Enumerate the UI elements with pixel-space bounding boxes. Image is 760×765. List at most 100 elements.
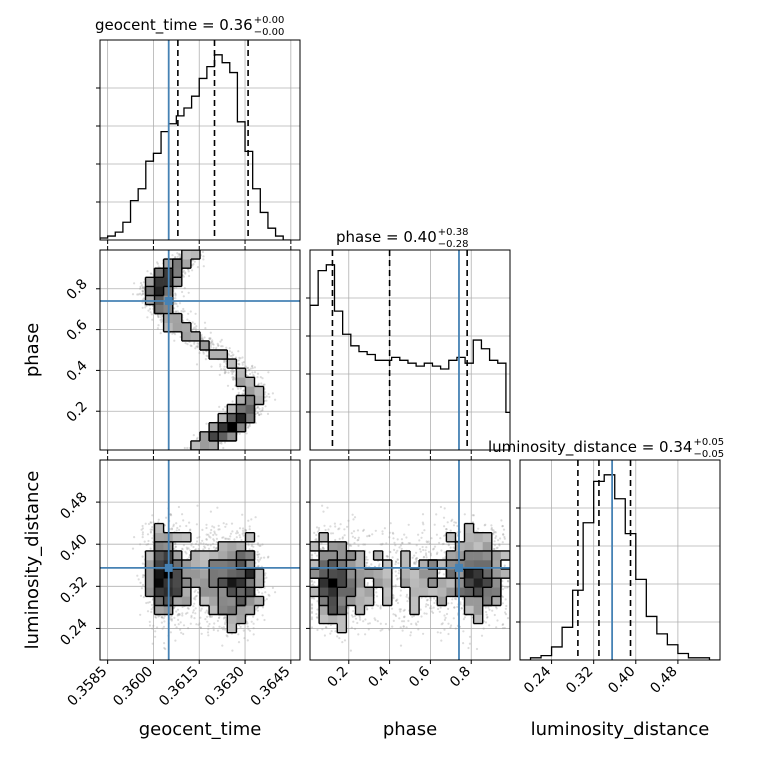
sample-point [198,352,200,354]
sample-point [251,371,253,373]
sample-point [191,543,193,545]
sample-point [267,413,269,415]
sample-point [217,620,219,622]
density-cell [173,314,182,323]
sample-point [150,531,152,533]
sample-point [187,627,189,629]
sample-point [194,347,196,349]
sample-point [173,548,175,550]
sample-point [207,631,209,633]
sample-point [183,270,185,272]
sample-point [157,263,159,265]
sample-point [180,310,182,312]
sample-point [231,371,233,373]
sample-point [141,529,143,531]
sample-point [249,373,251,375]
sample-point [151,608,153,610]
sample-point [151,628,153,630]
sample-point [218,406,220,408]
sample-point [263,384,265,386]
sample-point [216,507,218,509]
sample-point [248,369,250,371]
sample-point [192,263,194,265]
sample-point [225,523,227,525]
density-cell [236,414,245,423]
sample-point [152,625,154,627]
sample-point [171,618,173,620]
density-cell [255,386,264,395]
sample-point [150,272,152,274]
sample-point [249,424,251,426]
sample-point [216,541,218,543]
density-cell [218,350,227,359]
density-cell [236,423,245,432]
sample-point [178,253,180,255]
sample-point [260,376,262,378]
sample-point [201,608,203,610]
sample-point [256,554,258,556]
sample-point [204,322,206,324]
sample-point [246,432,248,434]
sample-point [264,591,266,593]
sample-point [215,534,217,536]
sample-point [142,533,144,535]
sample-point [132,548,134,550]
sample-point [274,591,276,593]
sample-point [222,408,224,410]
sample-point [263,557,265,559]
sample-point [220,368,222,370]
sample-point [205,538,207,540]
sample-point [264,391,266,393]
sample-point [210,332,212,334]
sample-point [142,291,144,293]
sample-point [139,582,141,584]
sample-point [224,623,226,625]
sample-point [156,626,158,628]
y-tick-label: 0.2 [64,398,91,425]
density-cell [246,386,255,395]
sample-point [213,629,215,631]
sample-point [196,540,198,542]
sample-point [242,532,244,534]
sample-point [178,623,180,625]
sample-point [142,525,144,527]
sample-point [250,518,252,520]
sample-point [195,327,197,329]
sample-point [263,619,265,621]
sample-point [179,629,181,631]
sample-point [250,368,252,370]
sample-point [259,558,261,560]
sample-point [149,308,151,310]
sample-point [158,316,160,318]
sample-point [239,433,241,435]
sample-point [268,594,270,596]
sample-point [200,542,202,544]
density-cell [182,323,191,332]
sample-point [238,359,240,361]
density-cell [182,332,191,341]
density-cell [155,305,164,314]
sample-point [140,595,142,597]
density-cell [209,350,218,359]
sample-point [157,327,159,329]
sample-point [181,614,183,616]
panel-geocent_time-geocent_time [96,40,300,244]
sample-point [222,447,224,449]
sample-point [133,282,135,284]
sample-point [147,540,149,542]
sample-point [274,399,276,401]
sample-point [140,282,142,284]
sample-point [230,533,232,535]
density-cell [200,341,209,350]
sample-point [266,598,268,600]
sample-point [231,355,233,357]
density-cell [246,405,255,414]
sample-point [211,339,213,341]
sample-point [265,400,267,402]
sample-point [254,371,256,373]
density-cell [173,268,182,277]
sample-point [247,520,249,522]
sample-point [177,619,179,621]
sample-point [182,308,184,310]
sample-point [151,529,153,531]
